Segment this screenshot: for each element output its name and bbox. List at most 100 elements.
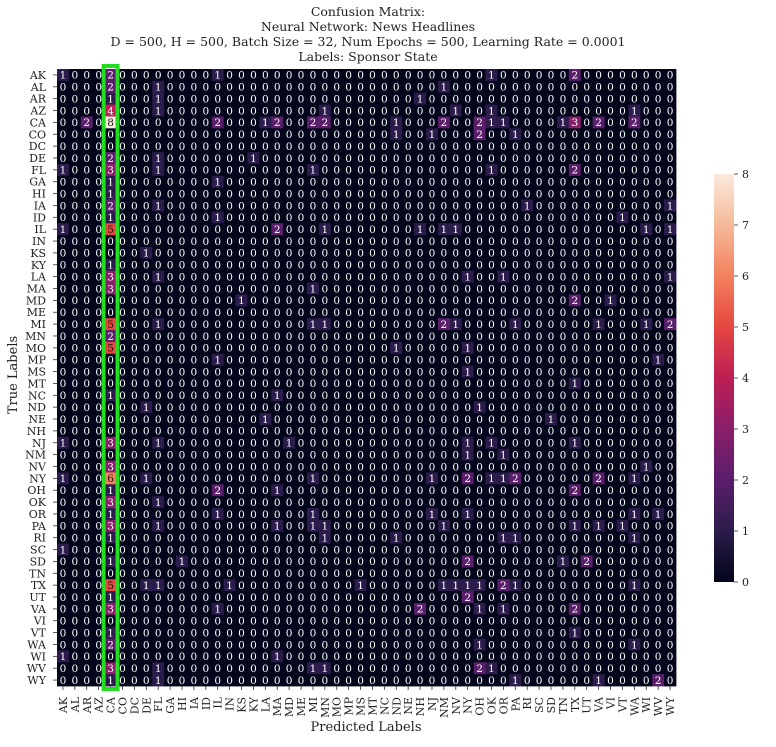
cell-value-KY-TN: 0 [560, 260, 567, 272]
cell-value-LA-VT: 0 [619, 271, 626, 283]
cell-value-OK-DC: 0 [131, 497, 138, 509]
cell-value-AR-NM: 0 [441, 93, 448, 105]
cell-value-NE-IL: 0 [214, 414, 221, 426]
cell-value-DE-VT: 0 [619, 153, 626, 165]
cell-value-RI-FL: 0 [155, 532, 162, 544]
cell-value-DE-NC: 0 [381, 153, 388, 165]
cell-value-IN-MP: 0 [345, 236, 352, 248]
cell-value-DC-WV: 0 [655, 141, 662, 153]
cell-value-MP-MI: 0 [310, 355, 317, 367]
cell-value-ID-MD: 0 [286, 212, 293, 224]
cell-value-DC-SD: 0 [548, 141, 555, 153]
cell-value-SC-NE: 0 [405, 544, 412, 556]
cell-value-IN-IL: 0 [214, 236, 221, 248]
cell-value-NH-NV: 0 [452, 426, 459, 438]
cell-value-HI-MI: 0 [310, 188, 317, 200]
cell-value-AZ-MT: 0 [369, 105, 376, 117]
cell-value-AK-IN: 0 [226, 70, 233, 82]
cell-value-GA-KY: 0 [250, 177, 257, 189]
cell-value-CO-HI: 0 [179, 129, 186, 141]
cell-value-HI-VA: 0 [595, 188, 602, 200]
cell-value-NH-VI: 0 [607, 426, 614, 438]
heatmap-cell-AR-DC [128, 92, 141, 105]
cell-value-MA-PA: 0 [512, 283, 519, 295]
cell-value-MI-AL: 0 [72, 319, 79, 331]
heatmap-cell-AL-IN [223, 80, 236, 94]
cell-value-MO-AK: 0 [60, 343, 67, 355]
cell-value-NJ-LA: 0 [262, 438, 269, 450]
cell-value-TN-NC: 0 [381, 568, 388, 580]
cell-value-ND-WA: 0 [631, 402, 638, 414]
cell-value-MD-SD: 0 [548, 295, 555, 307]
cell-value-OR-NV: 0 [452, 509, 459, 521]
cell-value-HI-IL: 0 [214, 188, 221, 200]
cell-value-KS-MS: 0 [357, 248, 364, 260]
cell-value-LA-AR: 0 [83, 271, 90, 283]
cell-value-RI-OR: 1 [500, 532, 507, 544]
cell-value-SD-PA: 0 [512, 556, 519, 568]
cell-value-OH-WV: 0 [655, 485, 662, 497]
cell-value-ID-SD: 0 [548, 212, 555, 224]
cell-value-DE-NM: 0 [441, 153, 448, 165]
cell-value-MD-OR: 0 [500, 295, 507, 307]
cell-value-ND-VI: 0 [607, 402, 614, 414]
cell-value-CO-MI: 0 [310, 129, 317, 141]
cell-value-OK-OK: 0 [488, 497, 495, 509]
cell-value-MN-LA: 0 [262, 331, 269, 343]
cell-value-AK-AR: 0 [83, 70, 90, 82]
cell-value-KY-GA: 0 [167, 260, 174, 272]
cell-value-NY-NH: 0 [417, 473, 424, 485]
cell-value-NM-MO: 0 [333, 449, 340, 461]
cell-value-NJ-ND: 0 [393, 438, 400, 450]
cell-value-PA-VA: 1 [595, 521, 602, 533]
cell-value-KY-WV: 0 [655, 260, 662, 272]
cell-value-MI-VT: 0 [619, 319, 626, 331]
cell-value-MI-PA: 1 [512, 319, 519, 331]
cell-value-NH-LA: 0 [262, 426, 269, 438]
heatmap-cell-AK-VI [604, 69, 617, 82]
cell-value-NJ-NH: 0 [417, 438, 424, 450]
cell-value-NE-TX: 0 [571, 414, 578, 426]
cell-value-MA-IA: 0 [191, 283, 198, 295]
cell-value-MD-NE: 0 [405, 295, 412, 307]
cell-value-MT-KS: 0 [238, 378, 245, 390]
cell-value-DC-VA: 0 [595, 141, 602, 153]
cell-value-AR-VT: 0 [619, 93, 626, 105]
cell-value-TX-NC: 0 [381, 580, 388, 592]
heatmap-cell-AK-ME [295, 69, 308, 82]
cell-value-MP-CA: 0 [107, 355, 114, 367]
cell-value-MS-MN: 0 [321, 366, 328, 378]
cell-value-SC-UT: 0 [583, 544, 590, 556]
cell-value-OR-NC: 0 [381, 509, 388, 521]
cell-value-MT-WY: 0 [667, 378, 674, 390]
cell-value-OH-PA: 0 [512, 485, 519, 497]
cell-value-HI-ID: 0 [202, 188, 209, 200]
cell-value-TN-WY: 0 [667, 568, 674, 580]
cell-value-MO-NJ: 0 [429, 343, 436, 355]
cell-value-ID-ME: 0 [298, 212, 305, 224]
cell-value-MN-MA: 0 [274, 331, 281, 343]
cell-value-MN-TX: 0 [571, 331, 578, 343]
cell-value-SD-DE: 0 [143, 556, 150, 568]
cell-value-AK-LA: 0 [262, 70, 269, 82]
heatmap-cell-AZ-MD [283, 104, 296, 117]
heatmap-cell-AR-OH [473, 92, 486, 105]
cell-value-NH-MO: 0 [333, 426, 340, 438]
cell-value-ND-WY: 0 [667, 402, 674, 414]
cell-value-AZ-AK: 0 [60, 105, 67, 117]
cell-value-MS-OK: 0 [488, 366, 495, 378]
cell-value-DE-WI: 0 [643, 153, 650, 165]
cell-value-DC-FL: 0 [155, 141, 162, 153]
cell-value-SC-SD: 0 [548, 544, 555, 556]
cell-value-HI-CO: 0 [119, 188, 126, 200]
cell-value-RI-NY: 0 [464, 532, 471, 544]
cell-value-TN-WA: 0 [631, 568, 638, 580]
cell-value-NJ-NJ: 0 [429, 438, 436, 450]
cell-value-TN-CO: 0 [119, 568, 126, 580]
cell-value-PA-OR: 0 [500, 521, 507, 533]
cell-value-NV-CO: 0 [119, 461, 126, 473]
cell-value-RI-MS: 0 [357, 532, 364, 544]
cell-value-PA-LA: 0 [262, 521, 269, 533]
cell-value-LA-ME: 0 [298, 271, 305, 283]
cell-value-AR-SC: 0 [536, 93, 543, 105]
